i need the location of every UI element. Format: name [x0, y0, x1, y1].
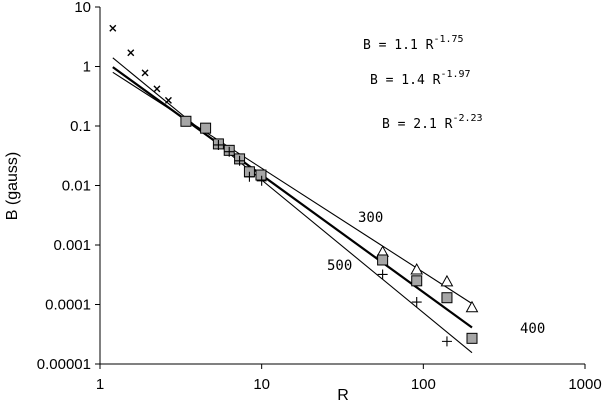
point-plus-5 — [377, 269, 388, 280]
point-square-9 — [441, 292, 453, 304]
point-square-7 — [377, 254, 389, 266]
y-tick-label: 0.00001 — [37, 356, 91, 373]
data-points — [109, 24, 479, 347]
y-tick-label: 0.01 — [62, 178, 91, 195]
x-tick-label: 10 — [253, 376, 270, 393]
point-triangle-3 — [465, 300, 479, 313]
annotation-fit-2-base: B = 1.4 R — [370, 73, 441, 88]
point-plus-7 — [441, 336, 452, 347]
point-triangle-2 — [440, 274, 454, 287]
annotation-fit-3-base: B = 2.1 R — [382, 117, 453, 132]
annotation-fit-3: B = 2.1 R-2.23 — [382, 113, 483, 132]
x-tick-label: 1000 — [568, 376, 601, 393]
y-tick-label: 10 — [74, 0, 91, 16]
point-x-4 — [164, 96, 172, 104]
point-square-6 — [255, 169, 267, 181]
x-axis-title: R — [337, 387, 349, 404]
annotation-fit-1-base: B = 1.1 R — [363, 38, 434, 53]
point-square-1 — [200, 122, 212, 134]
point-plus-0 — [213, 139, 224, 150]
tick-labels: 0.00001 0.0001 0.001 0.01 0.1 1 10 1 10 100 1000 — [37, 0, 602, 393]
y-axis-title: B (gauss) — [4, 152, 21, 220]
point-x-2 — [141, 69, 149, 77]
point-square-8 — [411, 275, 423, 287]
annotation-fit-2: B = 1.4 R-1.97 — [370, 69, 471, 88]
point-square-10 — [466, 332, 478, 344]
point-x-0 — [109, 24, 117, 32]
series-label-500: 500 — [327, 258, 352, 274]
fit-line-3 — [112, 57, 473, 354]
point-plus-6 — [411, 297, 422, 308]
annotation-fit-1: B = 1.1 R-1.75 — [363, 34, 464, 53]
point-plus-4 — [256, 175, 267, 186]
y-tick-label: 0.0001 — [45, 297, 91, 314]
point-x-1 — [127, 49, 135, 57]
y-tick-label: 0.1 — [70, 118, 91, 135]
series-label-300: 300 — [358, 210, 383, 226]
series-label-400: 400 — [520, 321, 545, 337]
y-tick-label: 1 — [83, 59, 91, 76]
annotation-fit-2-exponent: -1.97 — [440, 69, 470, 80]
x-tick-label: 100 — [411, 376, 436, 393]
point-x-3 — [153, 85, 161, 93]
point-square-0 — [180, 115, 192, 127]
y-tick-label: 0.001 — [53, 237, 91, 254]
point-plus-2 — [234, 155, 245, 166]
annotation-fit-1-exponent: -1.75 — [433, 34, 463, 45]
point-plus-1 — [224, 146, 235, 157]
point-plus-3 — [244, 171, 255, 182]
annotation-fit-3-exponent: -2.23 — [452, 113, 482, 124]
axes — [95, 6, 586, 369]
x-tick-label: 1 — [96, 376, 104, 393]
point-triangle-1 — [410, 262, 424, 275]
